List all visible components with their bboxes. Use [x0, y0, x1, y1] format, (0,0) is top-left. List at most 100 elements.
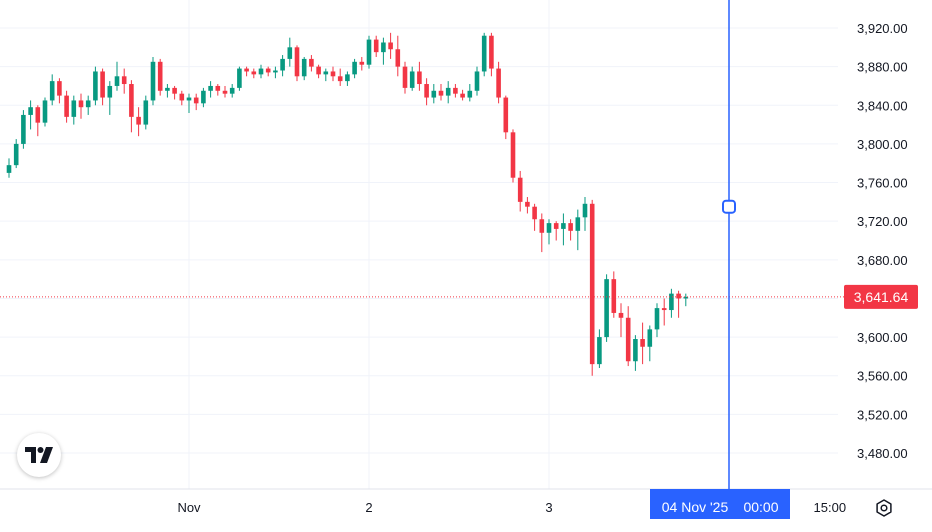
candle	[273, 66, 278, 79]
candle-body	[287, 47, 293, 59]
x-tick-label: 3	[545, 500, 552, 515]
candle	[143, 95, 149, 130]
candle-body	[57, 81, 62, 96]
candle-body	[28, 107, 33, 115]
candle-body	[604, 279, 609, 338]
candle-body	[100, 71, 105, 98]
candle	[309, 55, 314, 72]
candle	[633, 335, 638, 371]
candle	[510, 129, 516, 183]
candle-body	[157, 61, 163, 91]
candle	[157, 58, 163, 96]
y-axis-ticks: 3,920.00 3,880.00 3,840.00 3,800.00 3,760.00…	[857, 21, 908, 461]
candle-body	[625, 317, 631, 362]
candle	[136, 107, 141, 137]
candle	[330, 66, 336, 82]
x-axis-ticks: Nov 2 3 15:00	[177, 500, 846, 515]
candle-body	[13, 143, 19, 166]
candle	[345, 71, 350, 86]
candle	[21, 110, 26, 149]
candle-body	[71, 100, 77, 117]
candle-body	[201, 90, 206, 104]
y-tick-label: 3,920.00	[857, 21, 908, 36]
tradingview-logo-icon	[25, 447, 53, 463]
candle	[676, 290, 681, 318]
crosshair-time-text: 00:00	[743, 499, 778, 515]
candle-body	[93, 71, 98, 101]
candle-body	[366, 39, 372, 65]
candle	[13, 139, 19, 169]
candle	[323, 68, 329, 82]
candle	[201, 87, 206, 108]
candle	[244, 66, 249, 77]
candle	[532, 203, 537, 231]
candle	[193, 93, 199, 111]
candle-body	[568, 223, 573, 231]
candle-body	[395, 49, 401, 67]
candle-body	[35, 107, 41, 123]
x-tick-label: 15:00	[814, 500, 847, 515]
candle-body	[532, 206, 537, 220]
candle	[294, 45, 300, 82]
candle	[640, 322, 645, 365]
candle	[525, 197, 530, 214]
candle-body	[179, 93, 185, 101]
x-tick-label: 2	[365, 500, 372, 515]
candle-body	[244, 68, 249, 72]
candle-body	[280, 58, 285, 71]
y-tick-label: 3,880.00	[857, 60, 908, 75]
candle-body	[136, 116, 141, 125]
candle-body	[85, 100, 91, 108]
candle-body	[273, 70, 278, 73]
candle	[604, 274, 609, 342]
candle-body	[611, 279, 617, 313]
candle-body	[633, 339, 638, 362]
candle-body	[453, 87, 458, 94]
candle	[280, 55, 285, 77]
candle-body	[186, 97, 192, 101]
y-tick-label: 3,760.00	[857, 176, 908, 191]
candle	[553, 221, 559, 241]
candle-body	[316, 66, 321, 75]
candle-body	[129, 84, 134, 117]
candle-body	[294, 47, 300, 77]
candle	[301, 56, 307, 81]
candle	[64, 90, 69, 123]
y-tick-label: 3,800.00	[857, 137, 908, 152]
settings-gear-icon[interactable]	[873, 497, 895, 519]
candle	[424, 78, 429, 106]
candle	[496, 61, 501, 104]
candle	[366, 35, 372, 69]
candle	[402, 61, 408, 94]
candle-body	[64, 95, 69, 117]
crosshair-date-label: 04 Nov '25 00:00	[650, 489, 790, 519]
candle	[121, 68, 127, 94]
candle-body	[222, 90, 228, 94]
candle-body	[553, 223, 559, 229]
y-tick-label: 3,840.00	[857, 98, 908, 113]
candle-body	[589, 203, 595, 365]
candle-body	[582, 203, 588, 218]
candle-body	[424, 84, 429, 98]
tradingview-logo[interactable]	[17, 433, 61, 477]
candle-body	[503, 97, 509, 133]
candle-body	[489, 35, 494, 69]
candle	[265, 66, 271, 77]
grid-lines	[0, 0, 838, 489]
candle-body	[21, 114, 26, 144]
candle-body	[481, 35, 487, 72]
candle	[661, 298, 667, 326]
crosshair-handle[interactable]	[722, 199, 736, 214]
candle-body	[193, 97, 199, 104]
candle-body	[676, 293, 681, 299]
candle-body	[661, 308, 667, 311]
candle	[337, 68, 343, 86]
candle	[467, 84, 473, 102]
candle	[114, 61, 120, 91]
y-tick-label: 3,720.00	[857, 214, 908, 229]
candle-body	[42, 100, 48, 123]
candle-body	[107, 85, 113, 98]
candle	[669, 288, 674, 318]
y-tick-label: 3,520.00	[857, 407, 908, 422]
